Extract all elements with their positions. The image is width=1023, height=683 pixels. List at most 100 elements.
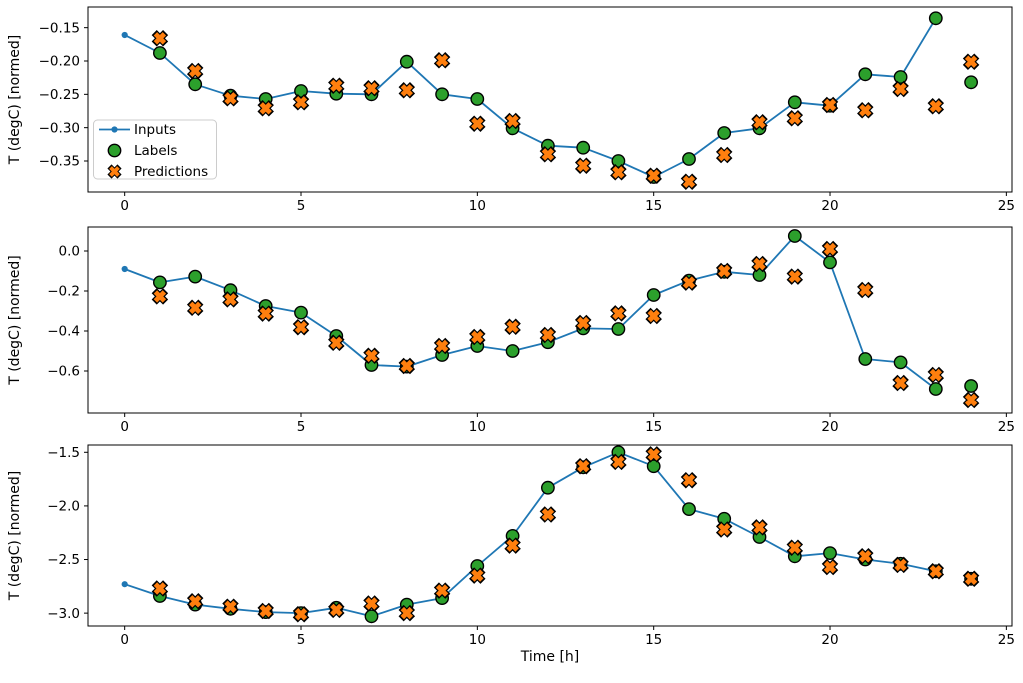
x-tick-label: 0 <box>120 419 129 435</box>
labels-circle-marker <box>964 75 978 90</box>
labels-circle-marker <box>364 609 379 624</box>
legend-dot-sample <box>111 126 118 133</box>
x-tick-label: 25 <box>998 632 1015 648</box>
inputs-line-series <box>121 15 939 181</box>
inputs-line-series <box>121 449 939 620</box>
labels-circle-marker <box>505 344 520 358</box>
labels-circle-marker <box>893 70 908 84</box>
x-tick-label: 15 <box>645 198 662 214</box>
legend-item-inputs: Inputs <box>99 122 176 138</box>
x-tick-label: 20 <box>821 632 838 648</box>
predictions-x-marker <box>153 448 978 621</box>
labels-circle-marker <box>646 288 661 302</box>
x-tick-label: 25 <box>998 198 1015 214</box>
legend-item-label: Predictions <box>134 164 208 180</box>
legend-box <box>93 119 217 180</box>
labels-circle-marker <box>435 87 449 102</box>
labels-circle-marker <box>188 269 203 284</box>
labels-circle-marker <box>646 459 661 474</box>
y-tick-label: −3.0 <box>47 606 80 622</box>
labels-circle-marker <box>682 152 696 166</box>
y-tick-label: −0.30 <box>39 120 80 136</box>
x-tick-label: 0 <box>120 632 129 648</box>
x-tick-label: 10 <box>469 419 486 435</box>
x-tick-label: 10 <box>469 632 486 648</box>
plot-border <box>87 226 1013 414</box>
subplot-2: 0 5 10 15 20 25 0.0 −0.2 −0.4 −0.6 T (degC) [norme… <box>7 226 1015 435</box>
x-tick-label: 20 <box>821 419 838 435</box>
labels-circle-marker <box>928 11 943 26</box>
x-tick-label: 5 <box>297 419 306 435</box>
subplot-1: 0 5 10 15 20 25 −0.15 −0.20 −0.25 −0.30 −0.35 T (de… <box>7 6 1015 214</box>
y-tick-label: −0.35 <box>39 154 80 170</box>
labels-scatter-series <box>152 445 978 624</box>
y-tick-label: −0.2 <box>47 284 80 300</box>
x-axis: 0 5 10 15 20 25 <box>120 413 1015 435</box>
x-axis-label: Time [h] <box>520 649 580 665</box>
legend-item-label: Inputs <box>134 122 176 138</box>
labels-circle-marker <box>611 154 626 168</box>
labels-circle-marker <box>576 140 591 155</box>
labels-circle-marker <box>928 382 943 396</box>
x-axis: 0 5 10 15 20 25 <box>120 192 1015 214</box>
labels-circle-marker <box>964 379 978 393</box>
x-tick-label: 5 <box>297 198 306 214</box>
y-tick-label: −0.6 <box>47 364 80 380</box>
x-tick-label: 15 <box>645 419 662 435</box>
y-tick-label: −2.0 <box>47 499 80 515</box>
predictions-scatter-series <box>151 446 980 623</box>
inputs-dot-marker <box>121 31 128 39</box>
labels-scatter-series <box>152 229 978 396</box>
y-tick-label: −0.25 <box>39 87 80 103</box>
inputs-line <box>124 451 936 618</box>
inputs-line <box>124 17 937 178</box>
labels-circle-marker <box>787 95 802 110</box>
inputs-dot-marker <box>121 265 128 273</box>
legend-x-sample <box>109 166 120 177</box>
labels-circle-marker <box>294 305 308 320</box>
labels-circle-marker <box>823 255 837 270</box>
predictions-x-marker <box>153 242 978 407</box>
legend-item-labels: Labels <box>107 143 177 159</box>
y-tick-label: −0.4 <box>47 324 80 340</box>
legend-item-label: Labels <box>134 143 177 159</box>
legend-circle-sample <box>107 143 122 158</box>
labels-circle-marker <box>787 229 802 243</box>
predictions-scatter-series <box>151 30 980 190</box>
labels-circle-marker <box>470 92 485 106</box>
x-tick-label: 10 <box>469 198 486 214</box>
labels-circle-marker <box>858 352 873 366</box>
y-axis-label: T (degC) [normed] <box>7 471 23 602</box>
predictions-x-marker-outline <box>151 446 980 623</box>
plot-border <box>87 444 1013 627</box>
y-axis-label: T (degC) [normed] <box>7 35 23 166</box>
y-axis-label: T (degC) [normed] <box>7 255 23 386</box>
labels-circle-marker <box>399 54 414 69</box>
x-tick-label: 15 <box>645 632 662 648</box>
labels-circle-marker <box>152 275 167 290</box>
x-tick-label: 5 <box>297 632 306 648</box>
plot-border <box>87 6 1013 193</box>
inputs-line <box>124 235 937 390</box>
predictions-scatter-series <box>151 240 980 409</box>
labels-circle-marker <box>611 322 626 336</box>
legend-item-predictions: Predictions <box>107 164 208 180</box>
x-tick-label: 20 <box>821 198 838 214</box>
y-tick-label: 0.0 <box>59 244 80 260</box>
labels-circle-marker <box>188 77 203 92</box>
y-axis: 0.0 −0.2 −0.4 −0.6 <box>47 244 88 380</box>
x-tick-label: 25 <box>998 419 1015 435</box>
inputs-dot-marker <box>121 581 128 588</box>
x-tick-label: 0 <box>120 198 129 214</box>
y-tick-label: −0.15 <box>39 20 80 36</box>
predictions-x-marker-outline <box>151 30 980 190</box>
labels-circle-marker <box>682 502 696 516</box>
labels-circle-marker <box>717 126 732 140</box>
y-axis: −1.5 −2.0 −2.5 −3.0 <box>47 445 88 622</box>
labels-circle-marker <box>893 355 908 370</box>
y-tick-label: −2.5 <box>47 552 80 568</box>
y-tick-label: −1.5 <box>47 445 80 461</box>
labels-scatter-series <box>152 11 978 184</box>
legend: Inputs Labels Predictions <box>93 119 217 180</box>
